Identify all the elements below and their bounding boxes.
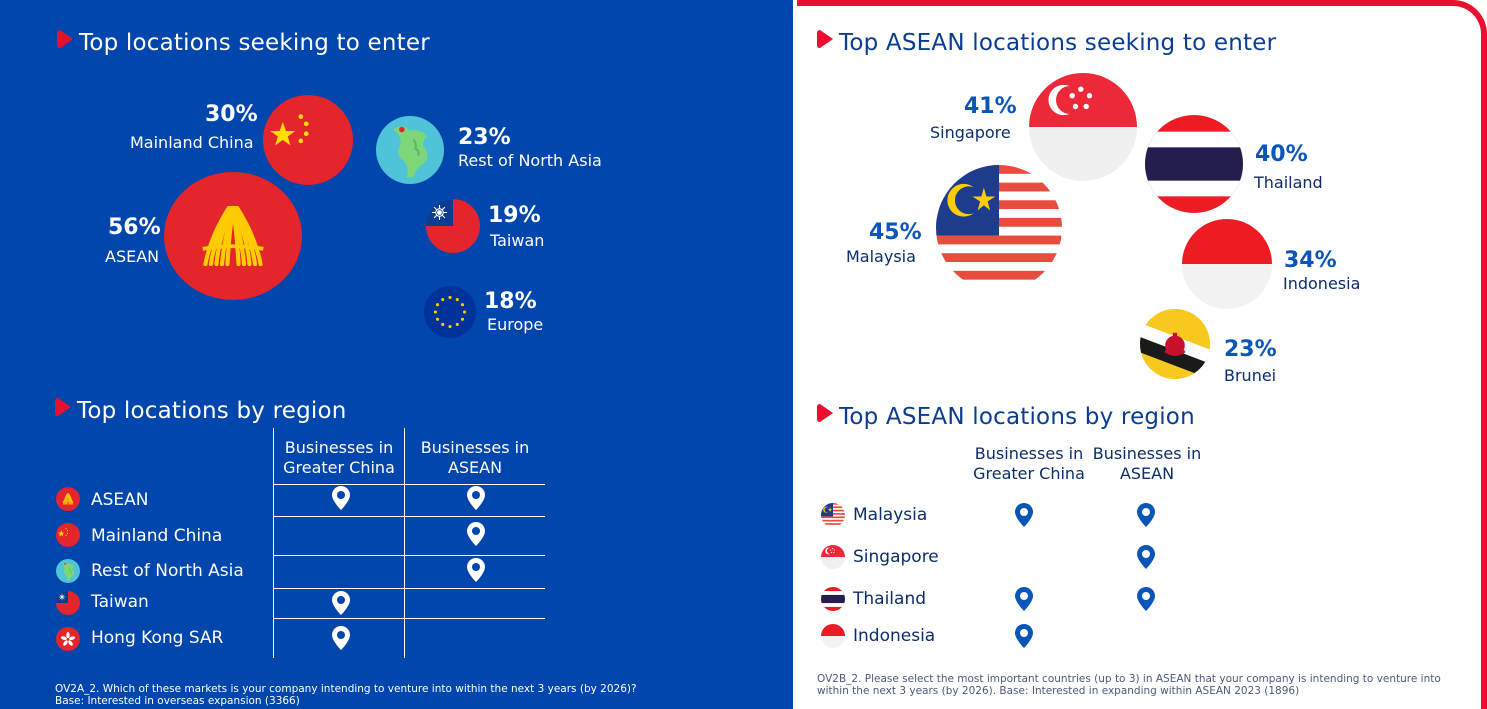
- location-pin-icon: [332, 591, 350, 615]
- globe-icon: [56, 559, 80, 583]
- indonesia-label: Indonesia: [1283, 274, 1361, 293]
- thailand-label: Thailand: [1254, 173, 1323, 192]
- location-pin-icon: [1015, 624, 1033, 648]
- brunei-bubble: [1140, 309, 1210, 379]
- location-pin-icon: [467, 558, 485, 582]
- table-divider: [273, 618, 545, 619]
- globe-icon: [376, 116, 444, 184]
- arrow-icon: [817, 30, 833, 48]
- section-title-region-text: Top ASEAN locations by region: [839, 404, 1195, 430]
- asean-bubble: [164, 172, 302, 300]
- location-pin-icon: [332, 486, 350, 510]
- left-panel: Top locations seeking to enter 30% Mainl…: [0, 0, 793, 709]
- indonesia-bubble: [1182, 219, 1272, 309]
- thailand-bubble: [1145, 115, 1243, 213]
- taiwan-bubble: [426, 199, 480, 253]
- section-title-region: Top ASEAN locations by region: [817, 404, 1195, 430]
- row-label: Malaysia: [853, 505, 928, 525]
- location-pin-icon: [1137, 587, 1155, 611]
- malaysia-flag-icon: [821, 503, 845, 527]
- china-flag-icon: [56, 523, 80, 547]
- location-pin-icon: [1137, 545, 1155, 569]
- taiwan-flag-icon: [426, 199, 480, 253]
- col-header-asean: Businesses in ASEAN: [1092, 444, 1202, 483]
- brunei-label: Brunei: [1224, 366, 1277, 385]
- singapore-flag-icon: [821, 545, 845, 569]
- section-title-enter-text: Top locations seeking to enter: [79, 30, 430, 56]
- thailand-pct: 40%: [1255, 142, 1308, 167]
- table-divider: [404, 428, 405, 658]
- eu-flag-icon: [424, 286, 476, 338]
- asean-flag-icon: [164, 172, 302, 300]
- footnote: OV2B_2. Please select the most important…: [817, 673, 1441, 697]
- rest-of-north-asia-label: Rest of North Asia: [458, 151, 602, 170]
- row-label: Rest of North Asia: [91, 561, 244, 581]
- arrow-icon: [57, 30, 73, 48]
- section-title-region: Top locations by region: [55, 398, 347, 424]
- section-title-enter: Top ASEAN locations seeking to enter: [817, 30, 1276, 56]
- brunei-flag-icon: [1140, 309, 1210, 379]
- col-header-asean: Businesses in ASEAN: [420, 438, 530, 477]
- location-pin-icon: [1015, 503, 1033, 527]
- location-pin-icon: [1015, 587, 1033, 611]
- malaysia-label: Malaysia: [846, 247, 916, 266]
- rest-of-north-asia-pct: 23%: [458, 125, 511, 150]
- arrow-icon: [817, 404, 833, 422]
- malaysia-pct: 45%: [869, 220, 922, 245]
- row-label: Taiwan: [91, 592, 149, 612]
- right-panel: Top ASEAN locations seeking to enter 41%…: [797, 0, 1487, 709]
- section-title-enter-text: Top ASEAN locations seeking to enter: [839, 30, 1277, 56]
- table-divider: [273, 428, 274, 658]
- indonesia-flag-icon: [1182, 219, 1272, 309]
- asean-label: ASEAN: [105, 247, 160, 266]
- row-label: Thailand: [853, 589, 927, 609]
- singapore-pct: 41%: [964, 94, 1017, 119]
- asean-flag-icon: [56, 487, 80, 511]
- location-pin-icon: [467, 522, 485, 546]
- mainland-china-pct: 30%: [205, 102, 258, 127]
- table-divider: [273, 588, 545, 589]
- location-pin-icon: [1137, 503, 1155, 527]
- table-divider: [273, 516, 545, 517]
- brunei-pct: 23%: [1224, 337, 1277, 362]
- singapore-label: Singapore: [930, 123, 1011, 142]
- thailand-flag-icon: [1145, 115, 1243, 213]
- table-divider: [273, 484, 545, 485]
- indonesia-pct: 34%: [1284, 248, 1337, 273]
- section-title-enter: Top locations seeking to enter: [57, 30, 430, 56]
- location-pin-icon: [332, 626, 350, 650]
- table-divider: [273, 555, 545, 556]
- europe-label: Europe: [487, 315, 544, 334]
- taiwan-pct: 19%: [488, 203, 541, 228]
- row-label: Hong Kong SAR: [91, 628, 224, 648]
- europe-bubble: [424, 286, 476, 338]
- thailand-flag-icon: [821, 587, 845, 611]
- asean-pct: 56%: [108, 215, 161, 240]
- col-header-greater-china: Businesses in Greater China: [973, 444, 1085, 483]
- malaysia-flag-icon: [936, 165, 1062, 291]
- hong-kong-flag-icon: [56, 627, 80, 651]
- section-title-region-text: Top locations by region: [77, 398, 347, 424]
- row-label: ASEAN: [91, 490, 149, 510]
- taiwan-label: Taiwan: [490, 231, 545, 250]
- rest-of-north-asia-bubble: [376, 116, 444, 184]
- malaysia-bubble: [936, 165, 1062, 291]
- europe-pct: 18%: [484, 289, 537, 314]
- taiwan-flag-icon: [56, 591, 80, 615]
- indonesia-flag-icon: [821, 624, 845, 648]
- location-pin-icon: [467, 486, 485, 510]
- row-label: Singapore: [853, 547, 939, 567]
- row-label: Mainland China: [91, 526, 223, 546]
- mainland-china-label: Mainland China: [130, 133, 254, 152]
- row-label: Indonesia: [853, 626, 936, 646]
- col-header-greater-china: Businesses in Greater China: [283, 438, 395, 477]
- arrow-icon: [55, 398, 71, 416]
- footnote: OV2A_2. Which of these markets is your c…: [55, 683, 637, 707]
